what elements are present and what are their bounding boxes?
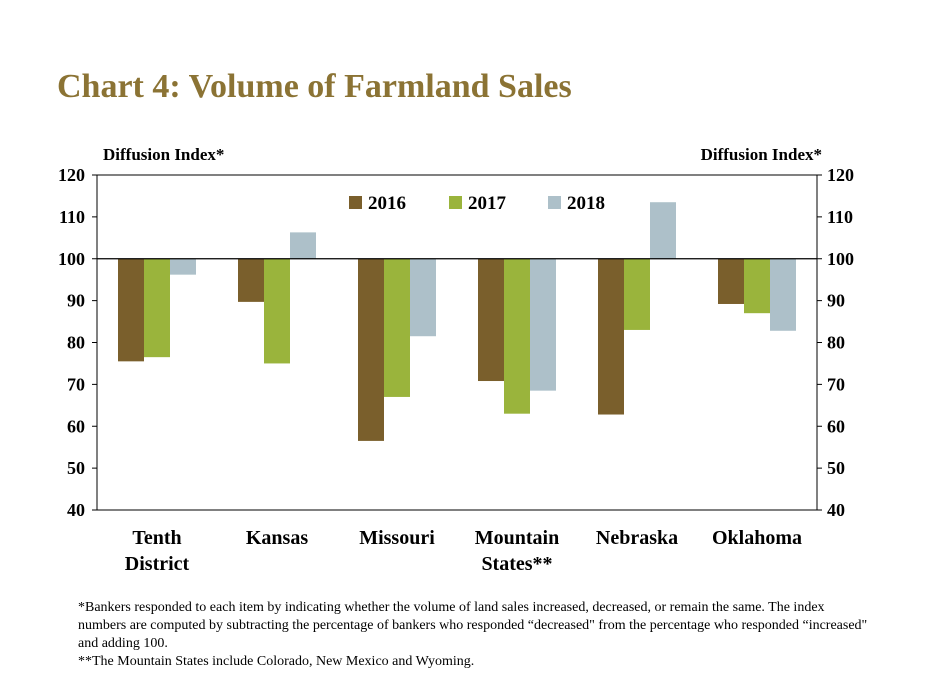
- bar-2016-1: [118, 258, 144, 362]
- bar-2016-5: [598, 258, 624, 415]
- y-tick-label-right: 70: [827, 374, 845, 394]
- bar-2017-5: [624, 258, 650, 330]
- legend: 2016 2017 2018: [349, 193, 605, 214]
- y-tick-label-right: 110: [827, 207, 853, 227]
- y-tick-label-left: 60: [67, 416, 85, 436]
- footnote-methodology: *Bankers responded to each item by indic…: [78, 600, 868, 651]
- legend-swatch-2016: [349, 196, 362, 209]
- legend-label-2017: 2017: [468, 193, 507, 214]
- category-label-6: Oklahoma: [712, 527, 802, 549]
- right-axis-title: Diffusion Index*: [700, 145, 822, 164]
- y-tick-label-right: 90: [827, 291, 845, 311]
- axes-layer: 40 40 50 50 60 60 70 70 80 80 90 90 100 100 110 110 120 1…: [58, 165, 854, 520]
- y-tick-label-right: 40: [827, 500, 845, 520]
- bars-layer: [118, 202, 796, 441]
- bar-2016-2: [238, 258, 264, 302]
- plot-frame: [96, 174, 818, 511]
- y-tick-label-right: 100: [827, 249, 854, 269]
- category-label-4: Mountain States**: [475, 527, 559, 575]
- category-label-5: Nebraska: [596, 527, 678, 549]
- y-tick-label-left: 110: [59, 207, 85, 227]
- y-tick-label-right: 60: [827, 416, 845, 436]
- y-tick-label-right: 80: [827, 333, 845, 353]
- category-labels: Tenth District Kansas Missouri Mountain State…: [125, 527, 802, 575]
- category-label-2: Kansas: [246, 527, 308, 549]
- legend-swatch-2017: [449, 196, 462, 209]
- y-tick-label-left: 80: [67, 333, 85, 353]
- legend-label-2016: 2016: [368, 193, 406, 214]
- chart-title: Chart 4: Volume of Farmland Sales: [57, 68, 572, 105]
- category-label-3: Missouri: [359, 527, 435, 549]
- y-tick-label-left: 40: [67, 500, 85, 520]
- y-tick-label-right: 120: [827, 165, 854, 185]
- bar-2016-4: [478, 258, 504, 382]
- bar-2016-3: [358, 258, 384, 441]
- bar-2018-3: [410, 258, 436, 337]
- bar-2016-6: [718, 258, 744, 304]
- y-tick-label-right: 50: [827, 458, 845, 478]
- legend-label-2018: 2018: [567, 193, 605, 214]
- y-tick-label-left: 120: [58, 165, 85, 185]
- y-tick-label-left: 90: [67, 291, 85, 311]
- y-tick-label-left: 100: [58, 249, 85, 269]
- bar-2018-4: [530, 258, 556, 391]
- bar-2017-1: [144, 258, 170, 358]
- bar-2017-6: [744, 258, 770, 314]
- y-tick-label-left: 50: [67, 458, 85, 478]
- bar-2017-4: [504, 258, 530, 414]
- left-axis-title: Diffusion Index*: [103, 145, 225, 164]
- bar-2018-6: [770, 258, 796, 331]
- bar-2018-2: [290, 232, 316, 259]
- footnote-mountain-states: **The Mountain States include Colorado, …: [78, 654, 475, 669]
- bar-2018-5: [650, 202, 676, 259]
- y-tick-label-left: 70: [67, 374, 85, 394]
- legend-swatch-2018: [548, 196, 561, 209]
- bar-2017-3: [384, 258, 410, 397]
- category-label-1: Tenth District: [125, 527, 190, 575]
- bar-2018-1: [170, 258, 196, 275]
- bar-2017-2: [264, 258, 290, 364]
